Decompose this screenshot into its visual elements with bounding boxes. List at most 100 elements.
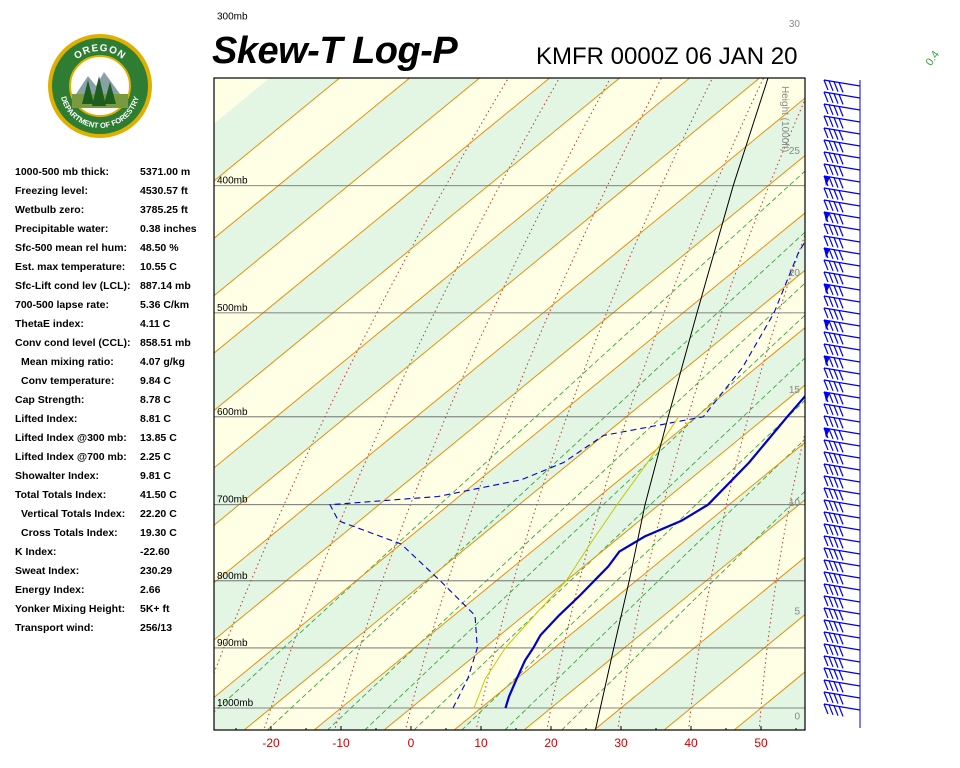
wind-barb-feather — [838, 586, 844, 597]
wind-barb-feather — [838, 346, 844, 357]
wind-barb-feather — [838, 190, 844, 201]
pressure-tick-label: 900mb — [217, 638, 248, 649]
wind-barb-feather — [838, 598, 844, 609]
wind-barb-feather — [838, 286, 844, 297]
wind-barb-feather — [823, 415, 829, 427]
wind-barb-feather — [833, 681, 839, 692]
wind-barb — [823, 535, 861, 549]
wind-barb — [823, 271, 861, 285]
stat-row: Sweat Index: 230.29 — [15, 565, 215, 584]
wind-barb-feather — [833, 177, 839, 188]
stat-row: Lifted Index @300 mb: 13.85 C — [15, 432, 215, 451]
wind-barb-shaft — [823, 343, 861, 351]
wind-barb-feather — [828, 704, 834, 716]
wind-barb-feather — [823, 79, 829, 91]
wind-barb — [823, 655, 861, 669]
height-axis-label: Height (1000ft) — [779, 86, 790, 152]
stat-label: Sfc-500 mean rel hum: — [15, 242, 128, 254]
wind-barb-feather — [838, 310, 844, 321]
stat-label: Transport wind: — [15, 622, 94, 634]
wind-barb-feather — [838, 118, 844, 129]
wind-barb-feather — [838, 454, 844, 465]
wind-barb — [823, 631, 861, 645]
stat-value: 3785.25 ft — [140, 204, 188, 216]
wind-barb — [823, 91, 861, 105]
dewpoint-trace — [329, 240, 805, 709]
wind-barb-feather — [833, 465, 839, 476]
wind-barb — [823, 127, 861, 141]
wind-barb-feather — [823, 151, 829, 163]
wind-barb-feather — [838, 358, 844, 369]
stat-row: K Index: -22.60 — [15, 546, 215, 565]
wind-barb-shaft — [823, 127, 861, 135]
wind-barb — [823, 403, 861, 417]
wind-barb-feather — [828, 140, 834, 152]
wind-barb-feather — [838, 226, 844, 237]
wind-barb-feather — [833, 621, 839, 632]
stat-value: 4530.57 ft — [140, 185, 188, 197]
wind-barb-feather — [838, 154, 844, 165]
wind-barb-feather — [838, 262, 844, 273]
wind-barb-feather — [838, 706, 844, 717]
stat-row: Conv temperature: 9.84 C — [15, 375, 215, 394]
wind-barb-shaft — [823, 679, 861, 687]
wind-barb-feather — [833, 213, 839, 224]
wind-barb-feather — [838, 274, 844, 285]
wind-barb-feather — [823, 223, 829, 235]
wind-barb — [823, 475, 861, 489]
wind-barb-feather — [838, 550, 844, 561]
wind-barb-feather — [828, 596, 834, 608]
stat-value: 9.81 C — [140, 470, 171, 482]
stat-row: Transport wind: 256/13 — [15, 622, 215, 641]
wind-barb-feather — [823, 511, 829, 523]
x-tick-label: 40 — [684, 736, 698, 750]
wind-barb-feather — [838, 574, 844, 585]
wind-barb-feather — [823, 607, 829, 619]
wind-barb-feather — [833, 477, 839, 488]
wind-barb-feather — [828, 368, 834, 380]
stat-label: K Index: — [15, 546, 57, 558]
wind-barb-feather — [828, 212, 834, 224]
wind-barb-feather — [823, 619, 829, 631]
wind-barb-feather — [833, 273, 839, 284]
wind-barb-feather — [838, 430, 844, 441]
stat-row: Cap Strength: 8.78 C — [15, 394, 215, 413]
stat-row: Conv cond level (CCL): 858.51 mb — [15, 337, 215, 356]
stat-label: Sfc-Lift cond lev (LCL): — [15, 280, 131, 292]
wind-barb-feather — [833, 141, 839, 152]
dry-adiabat-line — [688, 233, 805, 730]
stat-value: 4.11 C — [140, 318, 171, 330]
stat-value: 13.85 C — [140, 432, 177, 444]
wind-barb-feather — [833, 693, 839, 704]
x-tick-label: -10 — [332, 736, 350, 750]
wind-barb-feather — [823, 367, 829, 379]
wind-barb-feather — [823, 199, 829, 211]
stat-label: Showalter Index: — [15, 470, 100, 482]
wind-barb-column — [823, 79, 861, 728]
wind-barb — [823, 427, 861, 441]
wind-barb-feather — [828, 104, 834, 116]
wind-barb-shaft — [823, 235, 861, 243]
wind-barb-feather — [833, 669, 839, 680]
wind-barb — [823, 667, 861, 681]
wind-barb-shaft — [823, 487, 861, 495]
wind-barb-feather — [823, 523, 829, 535]
wind-barb-shaft — [823, 703, 861, 711]
wind-barb-feather — [823, 103, 829, 115]
wind-barb-feather — [828, 500, 834, 512]
wind-barb-feather — [823, 91, 829, 103]
isotherm-line — [214, 154, 805, 641]
wind-barb-feather — [828, 620, 834, 632]
wind-barb-feather — [828, 380, 834, 392]
parcel-trace — [594, 78, 769, 730]
stat-label: Total Totals Index: — [15, 489, 107, 501]
stat-label: Vertical Totals Index: — [21, 508, 126, 520]
stat-label: Est. max temperature: — [15, 261, 126, 273]
wind-barb-shaft — [823, 451, 861, 459]
pressure-tick-label: 500mb — [217, 303, 248, 314]
wind-barb-feather — [823, 343, 829, 355]
wind-barb-feather — [838, 466, 844, 477]
stat-row: Lifted Index @700 mb: 2.25 C — [15, 451, 215, 470]
plot-frame — [213, 77, 806, 731]
wind-barb-feather — [838, 214, 844, 225]
